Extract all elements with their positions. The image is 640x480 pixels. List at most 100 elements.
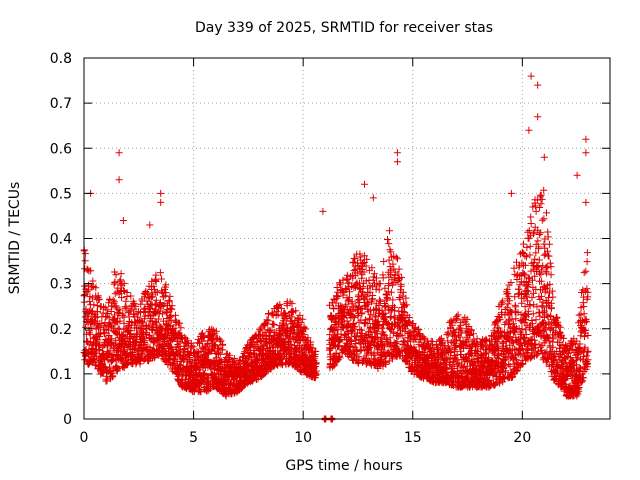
data-point [387, 288, 395, 296]
data-point [276, 300, 284, 308]
data-point [349, 313, 357, 321]
data-point [381, 332, 389, 340]
data-point [582, 135, 590, 143]
data-point [177, 324, 185, 332]
data-point [197, 379, 204, 387]
data-point [86, 330, 94, 338]
data-point [540, 251, 548, 259]
y-tick-label: 0.2 [50, 322, 72, 338]
data-point [373, 274, 380, 282]
data-point [359, 343, 367, 351]
data-point [336, 354, 344, 362]
y-tick-label: 0.7 [50, 96, 72, 112]
data-point [81, 257, 89, 265]
data-point [211, 341, 219, 349]
data-point [199, 329, 206, 337]
data-point [265, 327, 273, 335]
data-point [583, 258, 591, 266]
data-point [510, 264, 518, 272]
data-point [336, 336, 344, 343]
data-point [527, 72, 535, 80]
data-point [375, 286, 383, 294]
y-tick-label: 0.4 [50, 232, 72, 248]
data-point [385, 240, 393, 248]
data-point [82, 323, 89, 331]
data-point [547, 271, 555, 279]
data-point [205, 386, 213, 394]
data-point [116, 317, 124, 325]
data-point [387, 248, 395, 256]
data-point [119, 217, 127, 224]
data-point [385, 280, 393, 287]
y-tick-labels: 00.10.20.30.40.50.60.70.8 [50, 51, 72, 428]
x-tick-label: 15 [404, 430, 422, 446]
data-point [300, 331, 308, 339]
data-point [101, 319, 109, 327]
data-point [372, 313, 380, 321]
data-point [525, 126, 533, 134]
data-point [117, 270, 125, 278]
data-point [146, 221, 154, 229]
data-point [379, 274, 387, 282]
data-point [158, 275, 165, 283]
data-point [85, 348, 92, 356]
data-point [127, 307, 135, 315]
data-point [156, 269, 164, 277]
data-point [297, 319, 305, 327]
data-point [147, 293, 155, 301]
data-point [527, 213, 535, 221]
data-point [376, 296, 384, 304]
data-point [122, 297, 130, 305]
data-point [217, 337, 225, 345]
data-point [520, 240, 527, 248]
data-point [270, 321, 278, 329]
data-point [395, 294, 403, 301]
data-point [90, 355, 97, 363]
data-point [319, 207, 327, 215]
data-point [212, 327, 220, 335]
data-point [348, 298, 356, 306]
data-point [118, 294, 126, 302]
data-point [112, 271, 120, 279]
data-point [367, 310, 375, 318]
data-point [382, 360, 390, 368]
data-point [386, 227, 393, 235]
data-point [331, 327, 339, 335]
data-point [235, 357, 243, 365]
data-point [384, 320, 392, 327]
data-point [583, 249, 591, 257]
data-point [265, 310, 273, 318]
data-point [95, 295, 103, 303]
data-point [373, 318, 381, 326]
data-point [184, 337, 191, 345]
data-point [147, 305, 154, 312]
data-point [119, 355, 126, 363]
data-point [137, 300, 145, 308]
data-point [352, 280, 360, 288]
data-point [549, 293, 557, 301]
data-point [166, 292, 174, 300]
data-point [537, 277, 545, 285]
data-point [113, 305, 121, 313]
data-point [523, 243, 531, 251]
data-point [263, 316, 271, 324]
y-axis-label: SRMTID / TECUs [7, 182, 23, 295]
data-point [342, 301, 350, 309]
data-point [273, 307, 281, 315]
data-point [215, 349, 222, 357]
data-point [108, 357, 115, 365]
data-point [240, 350, 248, 357]
data-point [200, 334, 208, 341]
data-points [80, 72, 592, 423]
data-point [165, 297, 173, 304]
data-point [534, 81, 542, 89]
data-point [115, 176, 123, 184]
data-point [392, 253, 400, 261]
data-point [384, 236, 391, 243]
data-point [368, 283, 376, 291]
data-point [116, 306, 124, 314]
data-point [137, 357, 144, 365]
data-point [356, 325, 364, 333]
data-point [250, 343, 258, 350]
